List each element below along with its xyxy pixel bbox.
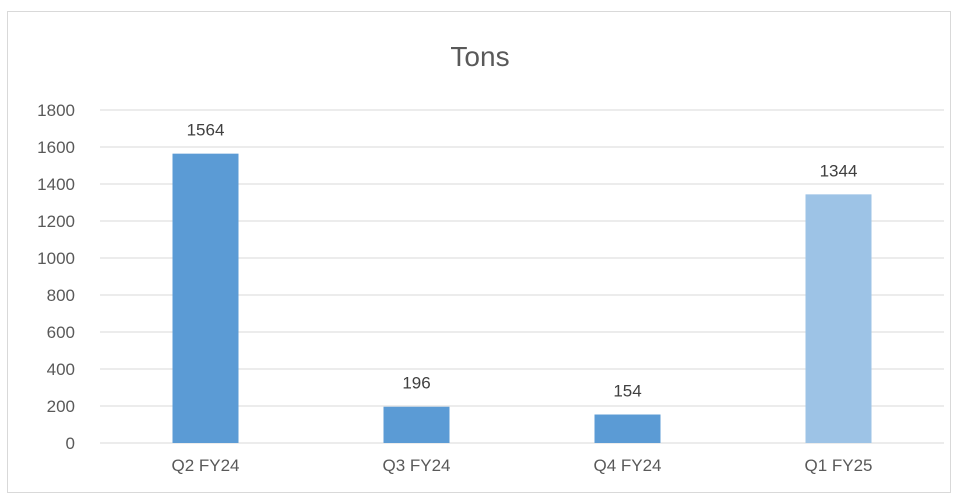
x-tick-label: Q2 FY24 <box>171 456 239 475</box>
data-label: 1564 <box>187 121 225 140</box>
data-label: 1344 <box>820 161 858 180</box>
y-tick-label: 1800 <box>37 101 75 120</box>
y-tick-label: 1600 <box>37 138 75 157</box>
bar-q3-fy24 <box>383 406 450 443</box>
y-tick-label: 1000 <box>37 249 75 268</box>
y-tick-label: 400 <box>47 360 75 379</box>
bar-chart: 0 200 400 600 800 1000 1200 1400 1600 1800 1564 Q2 … <box>37 101 944 475</box>
chart-frame: Tons 0 200 400 600 800 1000 1200 1400 1600 1800 15… <box>7 11 951 493</box>
y-tick-label: 0 <box>66 434 75 453</box>
x-tick-label: Q3 FY24 <box>382 456 450 475</box>
y-tick-label: 600 <box>47 323 75 342</box>
x-tick-label: Q1 FY25 <box>804 456 872 475</box>
data-label: 154 <box>613 382 641 401</box>
data-label: 196 <box>402 374 430 393</box>
y-tick-label: 800 <box>47 286 75 305</box>
y-tick-label: 1400 <box>37 175 75 194</box>
bar-q2-fy24 <box>172 153 239 443</box>
x-tick-label: Q4 FY24 <box>593 456 661 475</box>
chart-title: Tons <box>450 41 510 72</box>
bar-q4-fy24 <box>594 414 661 443</box>
y-tick-label: 200 <box>47 397 75 416</box>
y-tick-label: 1200 <box>37 212 75 231</box>
bar-q1-fy25 <box>805 194 872 443</box>
